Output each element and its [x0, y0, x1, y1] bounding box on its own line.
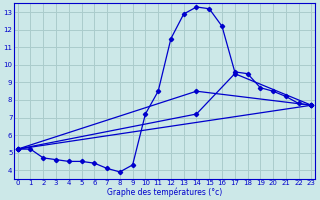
X-axis label: Graphe des températures (°c): Graphe des températures (°c): [107, 187, 222, 197]
